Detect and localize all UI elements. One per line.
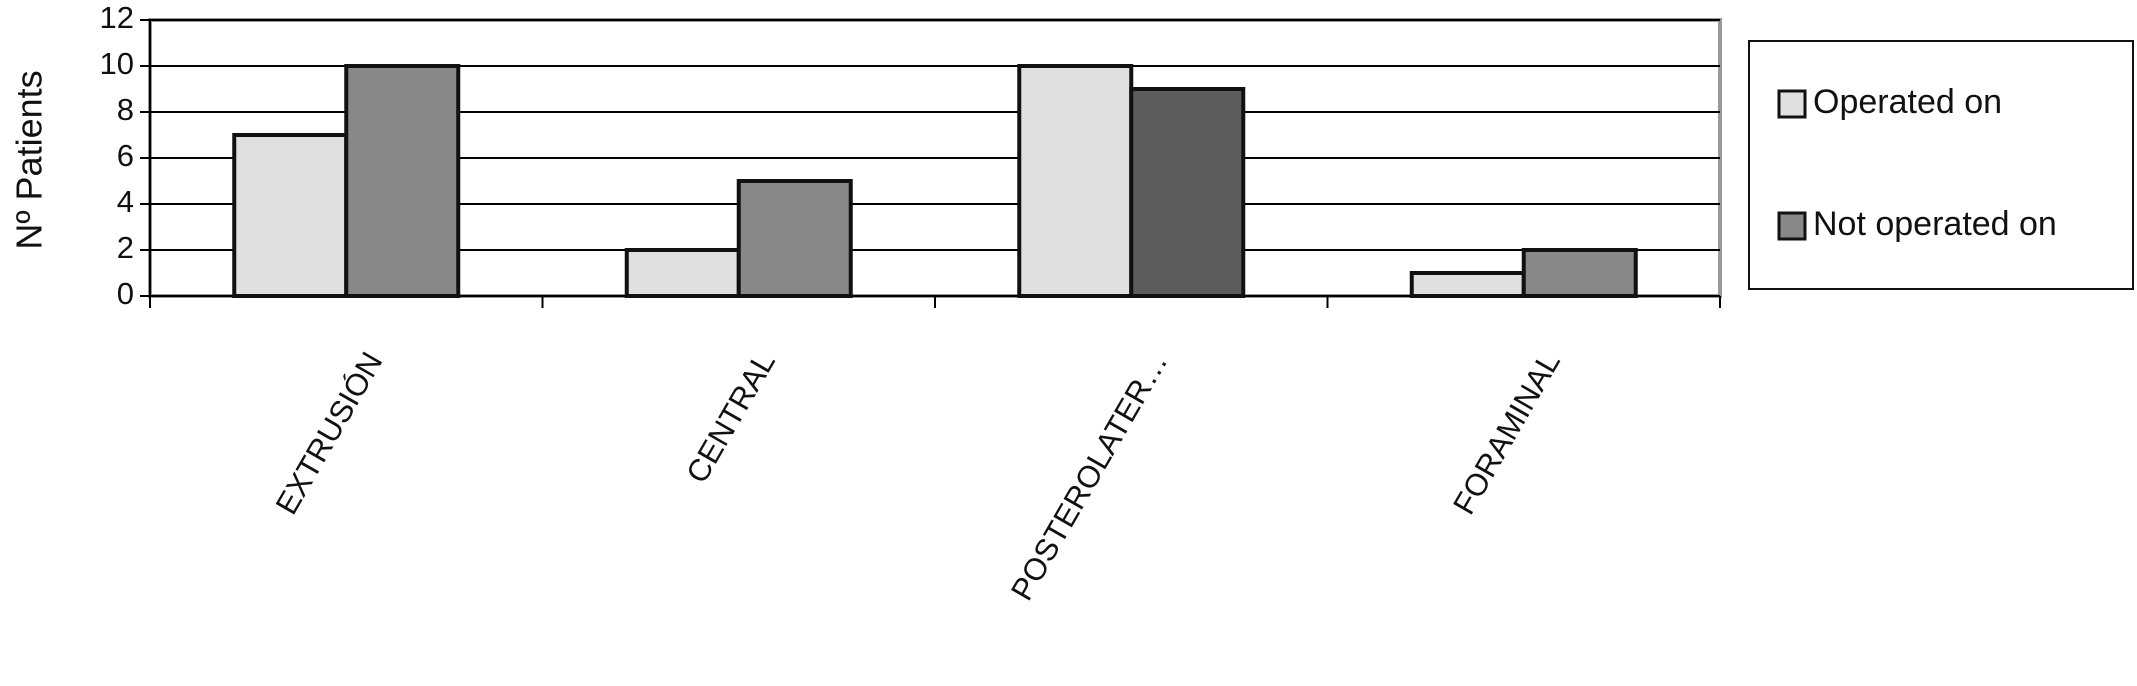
y-tick-label: 8: [117, 92, 134, 127]
y-tick-label: 12: [100, 0, 134, 35]
x-tick-label: FORAMINAL: [1446, 346, 1567, 520]
bar: [1129, 87, 1246, 298]
legend-swatch: [1777, 211, 1807, 241]
legend-swatch: [1777, 89, 1807, 119]
x-tick-label: CENTRAL: [679, 346, 782, 489]
bar: [1521, 248, 1638, 298]
y-axis-label: Nº Patients: [9, 70, 50, 249]
y-tick-label: 4: [117, 184, 134, 219]
bar: [1409, 271, 1526, 298]
y-tick-label: 10: [100, 46, 134, 81]
x-tick-label: POSTEROLATER…: [1004, 346, 1174, 606]
legend-box: [1748, 40, 2134, 290]
legend-label: Operated on: [1813, 83, 2002, 121]
y-tick-label: 6: [117, 138, 134, 173]
x-tick-label: EXTRUSIÓN: [269, 346, 390, 520]
bar: [344, 64, 461, 298]
y-tick-label: 2: [117, 230, 134, 265]
bar: [624, 248, 741, 298]
bar: [1017, 64, 1134, 298]
legend-label: Not operated on: [1813, 205, 2057, 243]
bar: [232, 133, 349, 298]
bar: [736, 179, 853, 298]
y-tick-label: 0: [117, 276, 134, 311]
